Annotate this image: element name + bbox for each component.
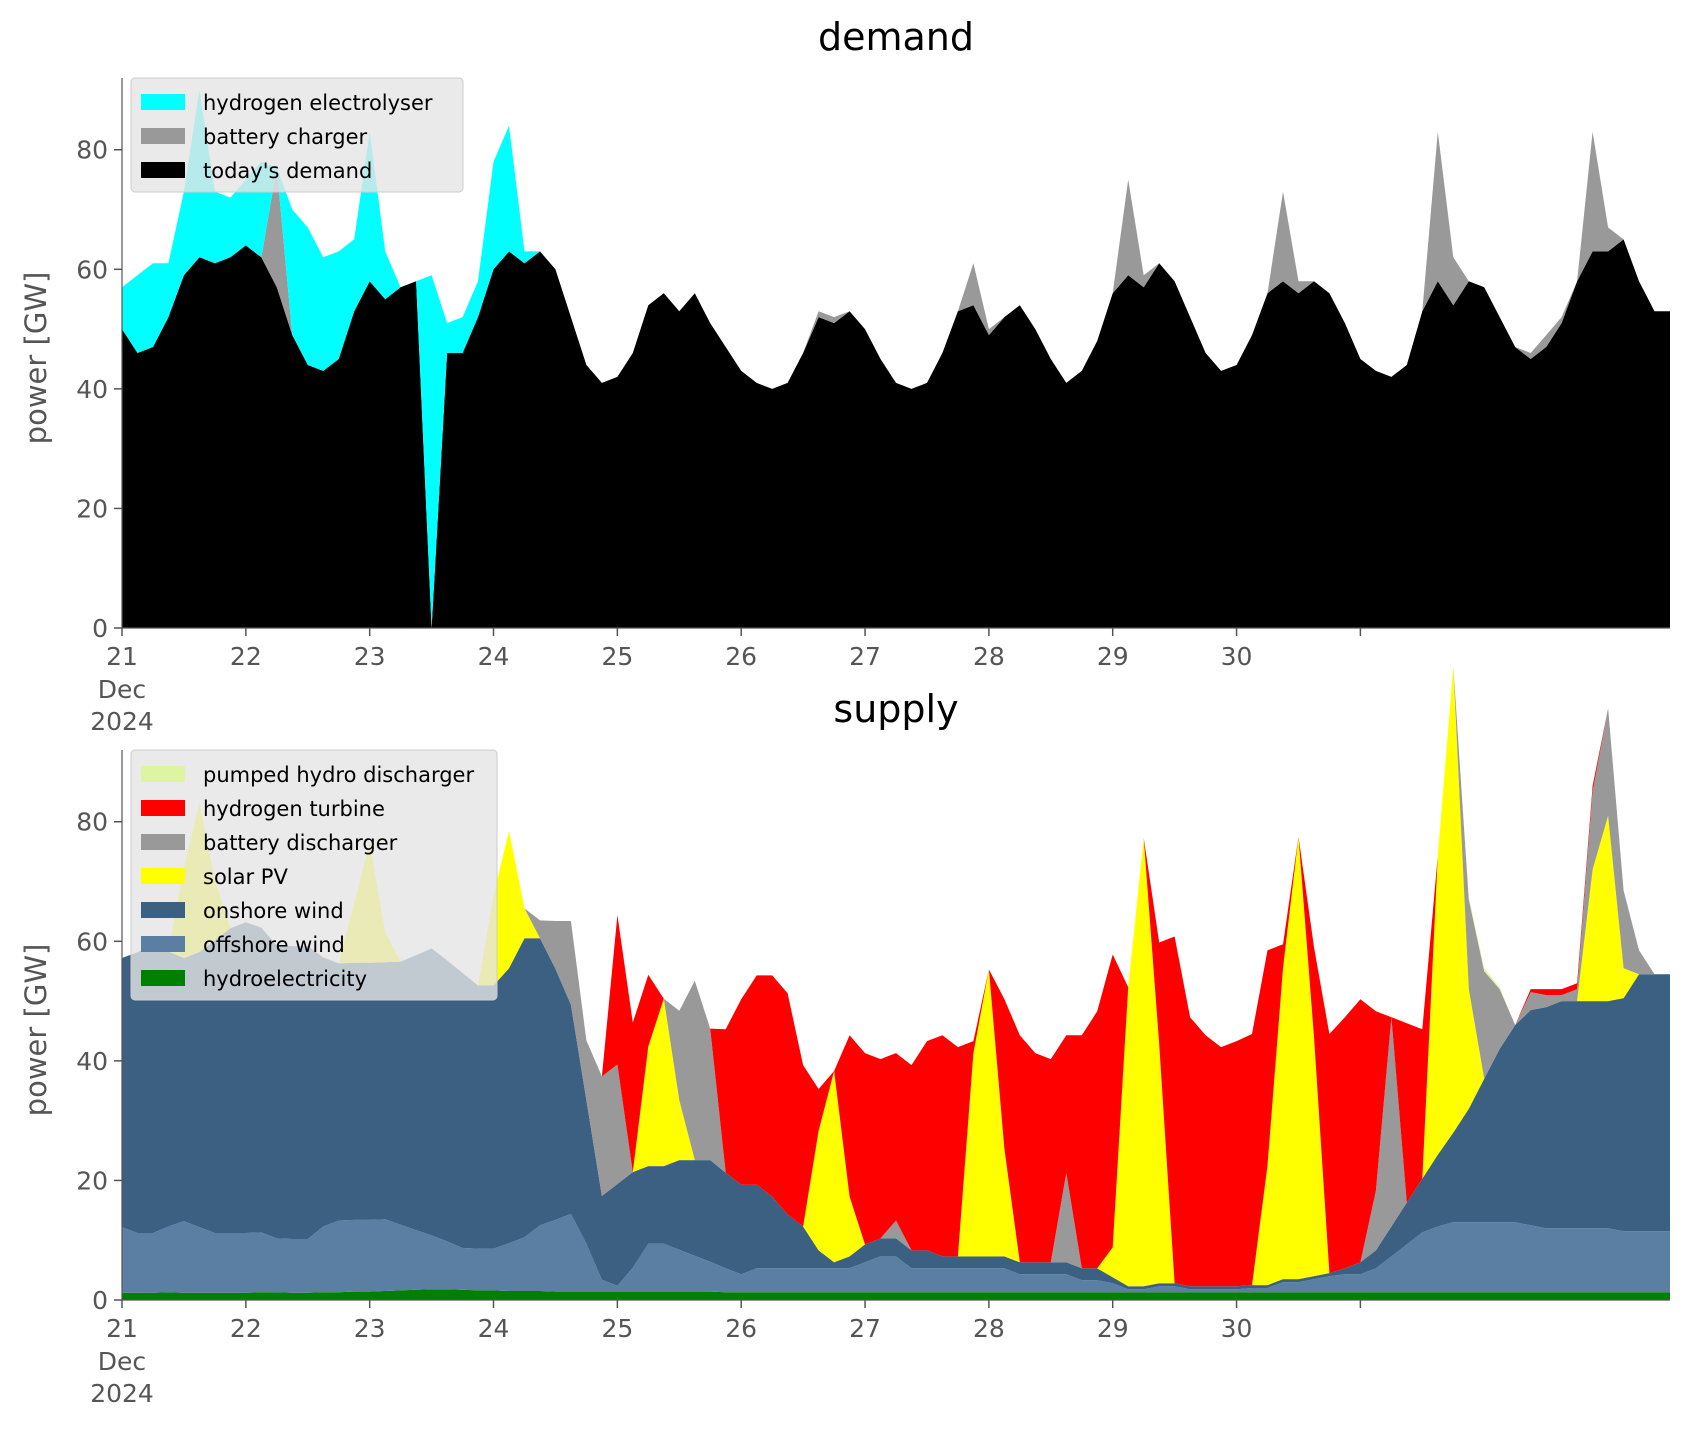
x-tick-sublabel: 2024 xyxy=(90,1379,154,1408)
chart-supply: supply 0 20 40 60 80 21 22 23 24 25 26 27 28 29 30 Dec 20… xyxy=(19,666,1670,1408)
y-tick-label: 20 xyxy=(76,494,108,523)
legend-label: hydrogen electrolyser xyxy=(203,91,433,115)
x-tick-label: 23 xyxy=(354,642,386,671)
legend-swatch xyxy=(141,936,185,952)
area-series-solar-pv xyxy=(122,666,1670,1287)
y-tick-label: 60 xyxy=(76,927,108,956)
y-tick-label: 80 xyxy=(76,808,108,837)
legend-swatch xyxy=(141,162,185,178)
legend xyxy=(130,77,464,193)
x-tick-sublabel: 2024 xyxy=(90,707,154,736)
legend-swatch xyxy=(141,970,185,986)
x-tick-label: 27 xyxy=(849,1314,881,1343)
x-tick-label: 28 xyxy=(973,642,1005,671)
y-axis-label: power [GW] xyxy=(19,944,53,1117)
legend-label: battery charger xyxy=(203,125,368,149)
legend xyxy=(130,749,498,1001)
legend-label: today's demand xyxy=(203,159,372,183)
x-tick-label: 25 xyxy=(601,1314,633,1343)
y-tick-label: 20 xyxy=(76,1166,108,1195)
x-tick-label: 26 xyxy=(725,1314,757,1343)
legend-label: onshore wind xyxy=(203,899,344,923)
y-tick-label: 40 xyxy=(76,375,108,404)
x-tick-label: 23 xyxy=(354,1314,386,1343)
x-tick-sublabel: Dec xyxy=(98,675,146,704)
area-series-hydrogen-electrolyser xyxy=(122,90,1670,628)
area-series-hydrogen-turbine xyxy=(122,666,1670,1287)
x-tick-label: 27 xyxy=(849,642,881,671)
x-tick-label: 30 xyxy=(1221,1314,1253,1343)
area-series-today-s-demand xyxy=(122,239,1670,628)
area-series-battery-charger xyxy=(122,131,1670,629)
x-tick-label: 24 xyxy=(478,642,510,671)
x-tick-label: 29 xyxy=(1097,1314,1129,1343)
x-tick-label: 25 xyxy=(601,642,633,671)
legend-label: hydrogen turbine xyxy=(203,797,385,821)
area-series-offshore-wind xyxy=(122,1213,1670,1293)
chart-demand: demand 0 20 40 60 80 21 22 23 24 25 26 27 28 29 30 Dec 20… xyxy=(19,15,1670,736)
legend-label: solar PV xyxy=(203,865,288,889)
x-tick-label: 21 xyxy=(106,1314,138,1343)
legend-swatch xyxy=(141,834,185,850)
y-tick-label: 60 xyxy=(76,255,108,284)
legend-label: battery discharger xyxy=(203,831,398,855)
x-tick-label: 29 xyxy=(1097,642,1129,671)
area-series-onshore-wind xyxy=(122,922,1670,1290)
legend-swatch xyxy=(141,868,185,884)
x-tick-label: 22 xyxy=(230,642,262,671)
legend-swatch xyxy=(141,128,185,144)
area-series-hydroelectricity xyxy=(122,1289,1670,1300)
y-tick-label: 0 xyxy=(92,1286,108,1315)
x-tick-sublabel: Dec xyxy=(98,1347,146,1376)
y-tick-label: 0 xyxy=(92,614,108,643)
legend-swatch xyxy=(141,902,185,918)
y-tick-label: 40 xyxy=(76,1047,108,1076)
x-tick-label: 22 xyxy=(230,1314,262,1343)
chart-title: demand xyxy=(818,15,974,59)
legend-swatch xyxy=(141,800,185,816)
y-axis-label: power [GW] xyxy=(19,272,53,445)
x-tick-label: 28 xyxy=(973,1314,1005,1343)
y-tick-label: 80 xyxy=(76,136,108,165)
chart-title: supply xyxy=(833,687,958,731)
legend-label: hydroelectricity xyxy=(203,967,367,991)
x-tick-label: 24 xyxy=(478,1314,510,1343)
x-tick-label: 21 xyxy=(106,642,138,671)
legend-label: offshore wind xyxy=(203,933,345,957)
legend-swatch xyxy=(141,766,185,782)
x-tick-label: 26 xyxy=(725,642,757,671)
x-tick-label: 30 xyxy=(1221,642,1253,671)
legend-label: pumped hydro discharger xyxy=(203,763,474,787)
legend-swatch xyxy=(141,94,185,110)
